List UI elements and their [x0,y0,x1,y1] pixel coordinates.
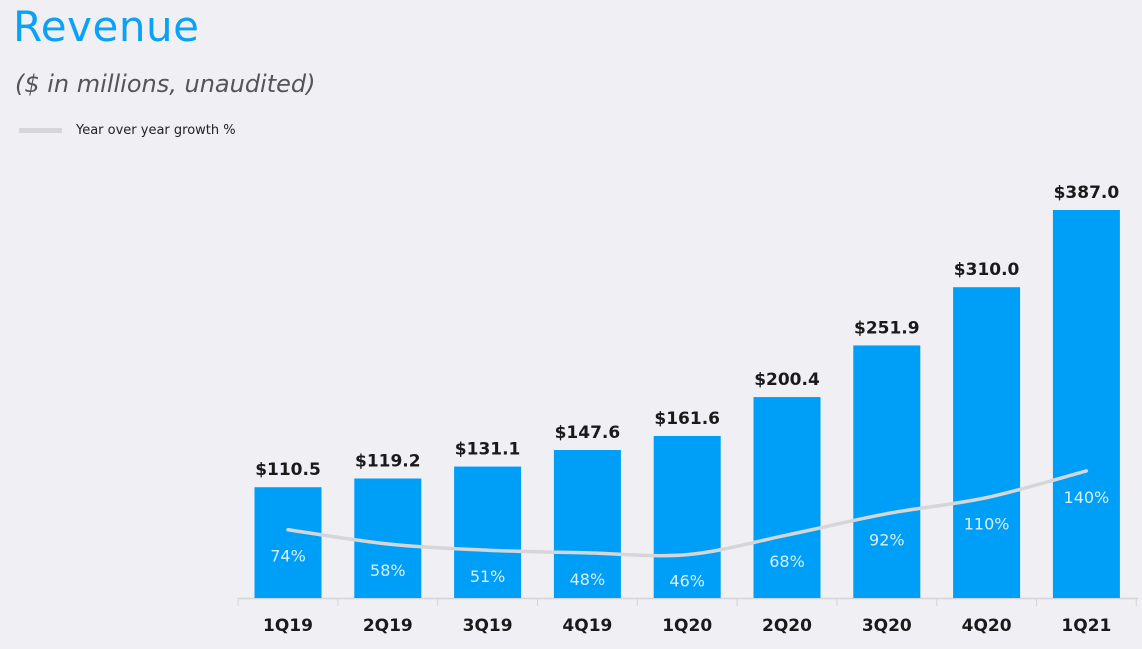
growth-label: 74% [270,547,306,566]
bar-2q19 [354,478,422,598]
bar-3q20 [853,345,921,598]
growth-line [286,469,1089,558]
bar-value-label: $310.0 [954,260,1020,280]
growth-line-path [286,469,1089,558]
growth-label: 140% [1064,488,1110,507]
growth-label: 110% [964,515,1010,534]
bars [254,210,1120,598]
x-tick-label: 3Q19 [463,616,513,636]
x-tick-label: 3Q20 [862,616,912,636]
chart-subtitle: ($ in millions, unaudited) [15,70,316,98]
growth-label: 68% [769,552,805,571]
bar-value-label: $200.4 [754,370,820,390]
bar-3q19 [454,466,522,598]
x-tick-label: 2Q19 [363,616,413,636]
labels: $110.5 1Q19 $119.2 2Q19 $131.1 3Q19 $147.6 4Q19… [255,183,1119,636]
chart-title: Revenue [13,2,200,51]
legend: Year over year growth % [19,123,236,138]
bar-value-label: $147.6 [555,423,621,443]
x-tick-label: 1Q20 [662,616,712,636]
x-tick-label: 4Q20 [962,616,1012,636]
bar-1q19 [254,487,322,598]
x-tick-label: 1Q21 [1061,616,1111,636]
bar-value-label: $119.2 [355,451,421,471]
x-tick-label: 2Q20 [762,616,812,636]
growth-label: 92% [869,531,905,550]
x-tick-label: 4Q19 [562,616,612,636]
bar-4q19 [553,450,621,598]
growth-label: 58% [370,561,406,580]
growth-label: 51% [470,567,506,586]
bar-4q20 [953,287,1021,598]
bar-value-label: $387.0 [1054,183,1120,203]
bar-value-label: $110.5 [255,460,321,480]
bar-value-label: $251.9 [854,318,920,338]
growth-label: 48% [570,570,606,589]
legend-swatch-growth [19,128,62,133]
legend-label-growth: Year over year growth % [76,123,236,138]
x-tick-label: 1Q19 [263,616,313,636]
bar-value-label: $131.1 [455,440,521,460]
bar-2q20 [753,397,821,598]
x-axis [237,597,1138,606]
bar-value-label: $161.6 [654,409,720,429]
bar-1q21 [1052,210,1120,598]
bar-1q20 [653,435,721,598]
growth-label: 46% [669,572,705,591]
